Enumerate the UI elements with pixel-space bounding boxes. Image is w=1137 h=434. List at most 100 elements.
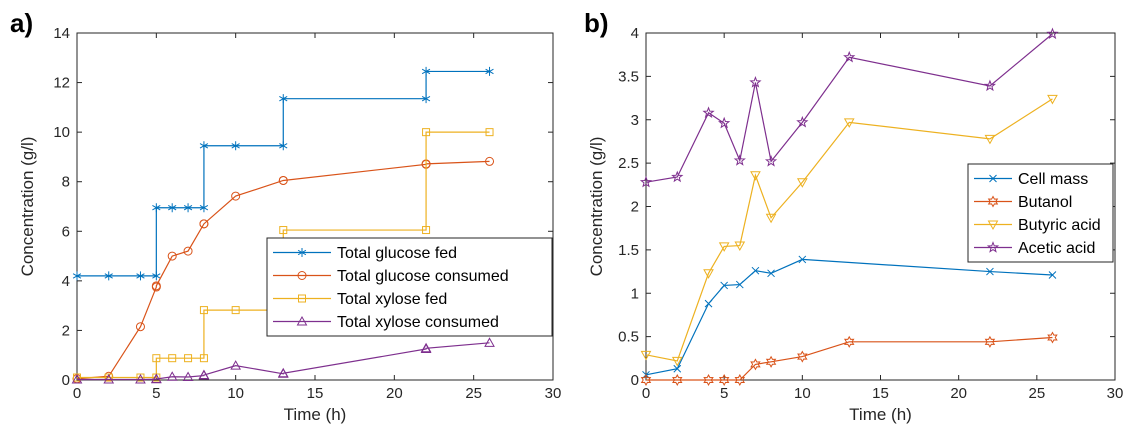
data-point	[749, 76, 762, 88]
data-point	[718, 116, 731, 129]
x-tick-label: 5	[720, 385, 728, 402]
data-point	[984, 134, 996, 145]
data-point	[152, 271, 161, 281]
legend-marker	[987, 220, 999, 231]
legend-entry: Butanol	[974, 194, 1072, 211]
data-point	[767, 269, 775, 278]
data-point	[199, 141, 209, 151]
series-line	[646, 336, 1053, 381]
data-point	[797, 350, 808, 363]
data-point	[166, 371, 178, 381]
x-tick-label: 30	[1107, 385, 1124, 402]
y-tick-label: 2.5	[618, 155, 639, 172]
y-tick-label: 3	[631, 112, 639, 129]
panel-label: b)	[584, 8, 609, 38]
data-point	[422, 128, 431, 137]
data-point	[198, 369, 210, 380]
legend-entry: Butyric acid	[974, 217, 1101, 234]
series-butyric-acid	[640, 94, 1058, 367]
data-point	[168, 203, 177, 213]
data-point	[150, 373, 162, 384]
y-axis-label: Concentration (g/l)	[587, 137, 606, 277]
data-point	[1047, 94, 1058, 105]
legend-marker	[298, 294, 306, 303]
y-tick-label: 0.5	[618, 329, 639, 346]
y-tick-label: 0	[62, 372, 70, 389]
data-point	[640, 350, 652, 361]
x-axis-label: Time (h)	[284, 405, 347, 424]
series-cell-mass	[642, 255, 1057, 379]
x-tick-label: 0	[73, 385, 81, 402]
data-point	[983, 79, 997, 92]
legend-label: Cell mass	[1018, 171, 1088, 188]
data-point	[734, 241, 746, 252]
data-point	[199, 354, 208, 363]
series-total-xylose-consumed	[71, 337, 495, 384]
y-tick-label: 2	[62, 322, 70, 339]
data-point	[71, 373, 83, 384]
data-point	[183, 246, 193, 256]
data-point	[734, 373, 746, 387]
legend-label: Total glucose fed	[337, 245, 457, 262]
series-line	[77, 342, 490, 381]
x-tick-label: 5	[152, 385, 160, 402]
data-point	[1047, 331, 1058, 344]
data-point	[420, 342, 432, 353]
series-total-glucose-fed	[72, 66, 494, 281]
data-point	[750, 171, 761, 181]
data-point	[765, 355, 777, 368]
data-point	[278, 175, 288, 185]
data-point	[182, 371, 194, 382]
x-tick-label: 30	[545, 385, 562, 402]
legend-marker	[989, 174, 997, 183]
data-point	[843, 335, 855, 348]
series-line	[645, 33, 1053, 183]
data-point	[230, 360, 242, 370]
data-point	[485, 128, 494, 137]
data-point	[796, 178, 808, 188]
legend-entry: Cell mass	[974, 171, 1088, 188]
data-point	[168, 354, 177, 363]
legend-label: Butyric acid	[1018, 217, 1101, 234]
legend-box	[266, 237, 553, 337]
data-point	[135, 373, 146, 384]
data-point	[422, 226, 431, 235]
data-point	[984, 335, 996, 348]
data-point	[152, 203, 161, 213]
legend-label: Total glucose consumed	[337, 268, 509, 285]
data-point	[702, 106, 715, 119]
x-axis-label: Time (h)	[849, 405, 912, 424]
data-point	[720, 281, 729, 290]
legend-marker	[297, 271, 307, 280]
x-tick-label: 20	[950, 385, 967, 402]
legend-marker	[297, 248, 307, 257]
x-tick-label: 15	[872, 385, 889, 402]
data-point	[231, 141, 240, 151]
data-point	[843, 118, 855, 128]
data-point	[199, 219, 209, 229]
legend-label: Acetic acid	[1018, 240, 1095, 257]
data-point	[421, 66, 431, 76]
data-point	[718, 242, 730, 252]
series-butanol	[640, 331, 1058, 387]
chart-panel-a: 0 5 10 15 20 25 30 0 2 4 6 8 10 12 14 Time (h) Concentra…	[10, 8, 561, 424]
x-tick-label: 15	[307, 385, 324, 402]
data-point	[104, 271, 113, 281]
data-point	[703, 373, 714, 387]
y-tick-label: 4	[631, 25, 639, 42]
data-point	[231, 306, 240, 315]
series-line	[645, 98, 1053, 362]
data-point	[735, 280, 744, 289]
data-point	[673, 364, 682, 373]
legend-entry: Total xylose consumed	[273, 314, 499, 331]
legend-marker	[986, 241, 1000, 253]
data-point	[671, 170, 684, 183]
x-tick-label: 25	[1028, 385, 1045, 402]
legend-marker	[987, 195, 999, 208]
data-point	[718, 373, 730, 387]
y-tick-label: 0	[631, 372, 639, 389]
data-point	[1048, 271, 1057, 279]
y-tick-label: 6	[62, 223, 70, 240]
data-point	[199, 306, 208, 315]
